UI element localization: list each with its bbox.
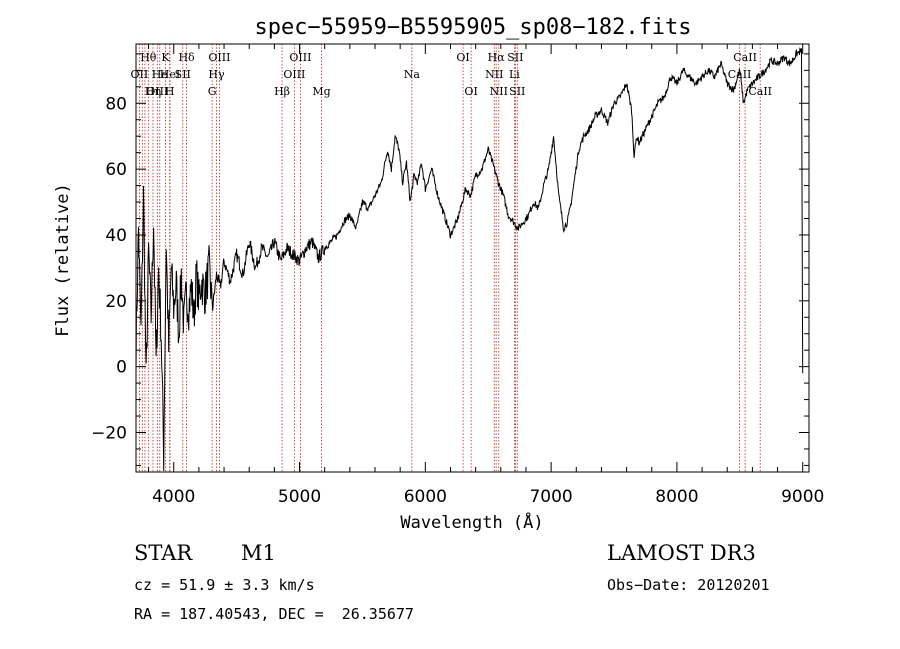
redshift-cz: cz = 51.9 ± 3.3 km/s [134,576,315,594]
line-label: Hη [145,85,161,98]
line-label: OII [131,68,149,81]
y-tick-label: 80 [105,94,127,114]
line-label: Hγ [208,68,225,81]
line-label: Hα [488,51,506,64]
object-class: STAR [134,541,193,565]
x-tick-label: 4000 [152,487,195,507]
line-label: Hθ [140,51,157,64]
line-label: OI [464,85,477,98]
x-axis-label: Wavelength (Å) [400,511,543,533]
y-tick-label: 0 [116,358,127,378]
x-tick-label: 6000 [404,487,447,507]
survey-name: LAMOST DR3 [607,541,756,565]
line-label: Hβ [274,85,290,98]
line-label: Na [404,68,421,81]
line-label: HeI [160,68,180,81]
line-label: Li [509,68,520,81]
line-label: SII [175,68,191,81]
object-subclass: M1 [241,541,276,565]
y-axis-label: Flux (relative) [53,183,73,337]
line-label: OIII [283,68,305,81]
plot-frame [135,43,810,473]
line-label: CaII [733,51,757,64]
line-label: OIII [289,51,311,64]
y-axis-ticks: −20 0 20 40 60 80 [91,53,809,466]
x-tick-label: 7000 [529,487,572,507]
coordinates: RA = 187.40543, DEC = 26.35677 [134,605,414,623]
line-label: OI [456,51,469,64]
line-label: OIII [208,51,230,64]
line-label: Mg [312,85,330,98]
spectrum-line [135,47,804,472]
line-label: SII [509,85,525,98]
chart-title: spec−55959−B5595905_sp08−182.fits [254,15,691,40]
line-label: NII [490,85,508,98]
line-label: NII [485,68,503,81]
x-tick-label: 5000 [278,487,321,507]
x-tick-label: 8000 [655,487,698,507]
line-label: CaII [748,85,772,98]
line-label: H [165,85,175,98]
line-label: Hδ [178,51,195,64]
y-tick-label: 40 [105,226,127,246]
line-label: CaII [728,68,752,81]
y-tick-label: 20 [105,292,127,312]
line-label: OIII [146,85,168,98]
line-label: G [208,85,217,98]
line-label: SII [507,51,523,64]
x-tick-label: 9000 [781,487,824,507]
x-axis-ticks: 4000 5000 6000 7000 8000 9000 [148,44,824,507]
line-markers [138,44,761,472]
line-label: K [161,51,170,64]
line-label: He [152,68,168,81]
y-tick-label: 60 [105,160,127,180]
obs-date: Obs−Date: 20120201 [607,576,770,594]
y-tick-label: −20 [91,423,127,443]
